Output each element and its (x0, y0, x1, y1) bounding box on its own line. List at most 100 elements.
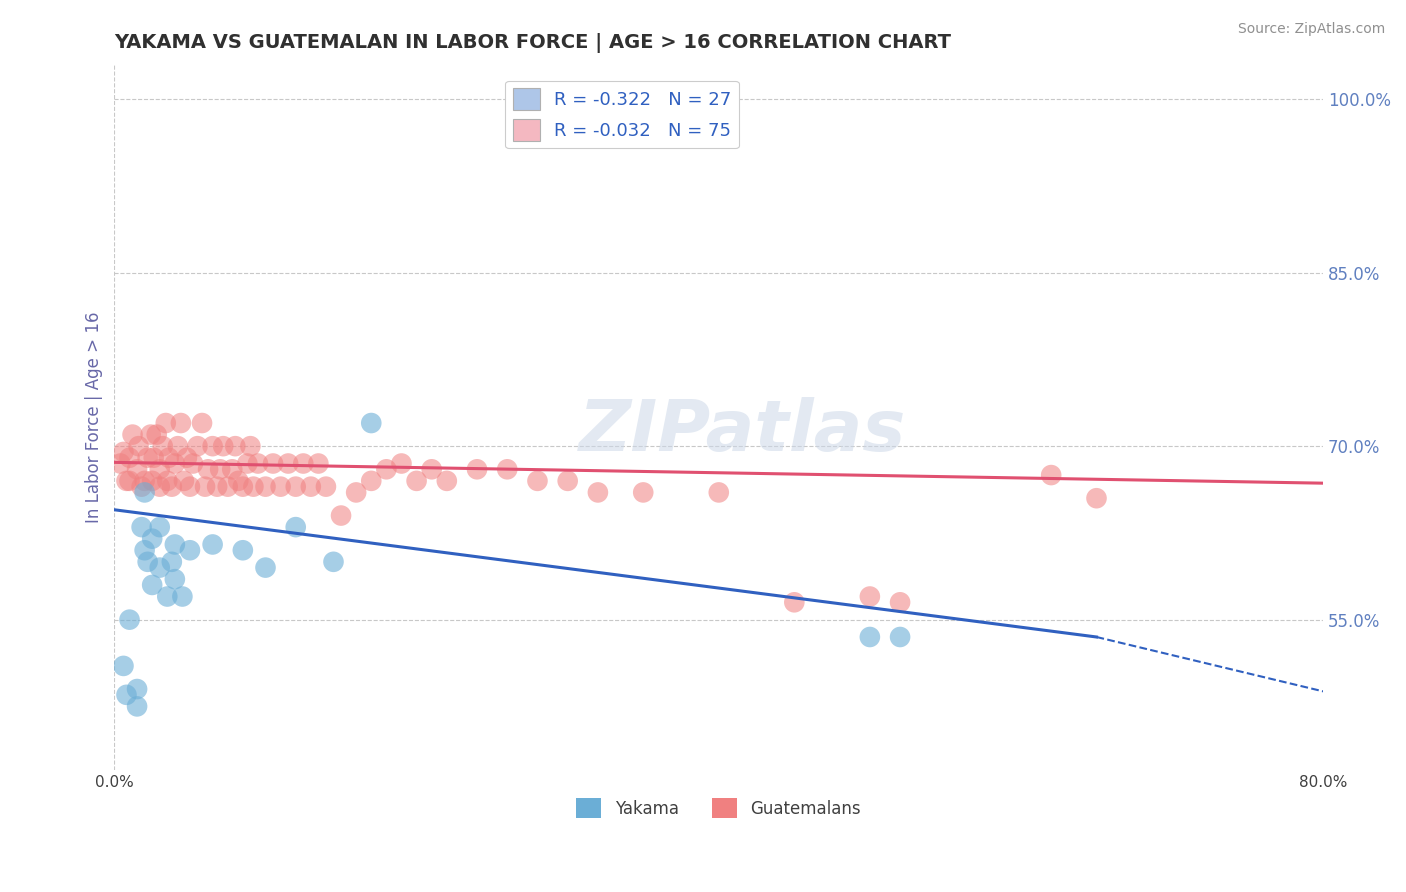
Point (142, 450, 165, 465)
Point (205, 480, 228, 494)
Point (889, 630, 911, 644)
Point (121, 427, 143, 442)
Point (131, 520, 153, 534)
Point (232, 543, 254, 558)
Point (181, 457, 204, 471)
Point (173, 474, 195, 488)
Point (496, 462, 519, 476)
Point (125, 681, 148, 696)
Legend: Yakama, Guatemalans: Yakama, Guatemalans (569, 791, 868, 825)
Point (141, 474, 163, 488)
Point (465, 462, 488, 476)
Point (284, 520, 307, 534)
Point (254, 560, 277, 574)
Point (136, 555, 159, 569)
Point (232, 480, 254, 494)
Point (707, 485, 730, 500)
Point (322, 555, 344, 569)
Point (118, 450, 141, 465)
Point (212, 439, 235, 453)
Point (118, 613, 141, 627)
Point (224, 439, 246, 453)
Point (115, 474, 138, 488)
Point (1085, 491, 1108, 506)
Point (125, 699, 148, 714)
Point (176, 450, 198, 465)
Point (186, 439, 208, 453)
Point (141, 532, 163, 546)
Point (163, 457, 186, 471)
Point (236, 457, 259, 471)
Point (299, 480, 322, 494)
Point (197, 462, 219, 476)
Point (420, 462, 443, 476)
Point (194, 480, 217, 494)
Point (360, 416, 382, 430)
Text: ZIPatlas: ZIPatlas (579, 397, 907, 466)
Point (783, 595, 806, 609)
Point (163, 572, 186, 586)
Point (157, 450, 180, 465)
Point (112, 659, 135, 673)
Y-axis label: In Labor Force | Age > 16: In Labor Force | Age > 16 (86, 311, 103, 523)
Point (1040, 468, 1063, 483)
Point (859, 630, 882, 644)
Point (330, 508, 353, 523)
Point (149, 462, 172, 476)
Point (889, 595, 911, 609)
Point (115, 688, 138, 702)
Point (160, 480, 183, 494)
Point (292, 457, 315, 471)
Point (631, 485, 654, 500)
Point (172, 590, 194, 604)
Point (141, 578, 163, 592)
Point (239, 439, 262, 453)
Point (315, 480, 337, 494)
Point (307, 457, 329, 471)
Point (344, 485, 367, 500)
Point (360, 474, 382, 488)
Point (163, 537, 186, 551)
Point (254, 480, 277, 494)
Point (145, 427, 167, 442)
Point (110, 457, 132, 471)
Point (277, 457, 299, 471)
Point (436, 474, 458, 488)
Point (156, 590, 179, 604)
Point (859, 590, 882, 604)
Text: Source: ZipAtlas.com: Source: ZipAtlas.com (1237, 22, 1385, 37)
Point (526, 474, 548, 488)
Point (152, 439, 174, 453)
Point (134, 543, 156, 558)
Text: YAKAMA VS GUATEMALAN IN LABOR FORCE | AGE > 16 CORRELATION CHART: YAKAMA VS GUATEMALAN IN LABOR FORCE | AG… (114, 33, 952, 53)
Point (170, 416, 193, 430)
Point (221, 462, 243, 476)
Point (131, 480, 153, 494)
Point (586, 485, 609, 500)
Point (375, 462, 398, 476)
Point (242, 480, 264, 494)
Point (149, 480, 172, 494)
Point (136, 450, 159, 465)
Point (167, 439, 190, 453)
Point (179, 543, 201, 558)
Point (134, 485, 156, 500)
Point (112, 445, 135, 459)
Point (262, 457, 284, 471)
Point (160, 555, 183, 569)
Point (118, 474, 141, 488)
Point (156, 474, 179, 488)
Point (134, 474, 156, 488)
Point (557, 474, 579, 488)
Point (149, 560, 172, 574)
Point (139, 427, 162, 442)
Point (226, 474, 249, 488)
Point (149, 520, 172, 534)
Point (201, 439, 224, 453)
Point (191, 416, 214, 430)
Point (179, 480, 201, 494)
Point (246, 457, 269, 471)
Point (270, 480, 292, 494)
Point (405, 474, 427, 488)
Point (155, 416, 177, 430)
